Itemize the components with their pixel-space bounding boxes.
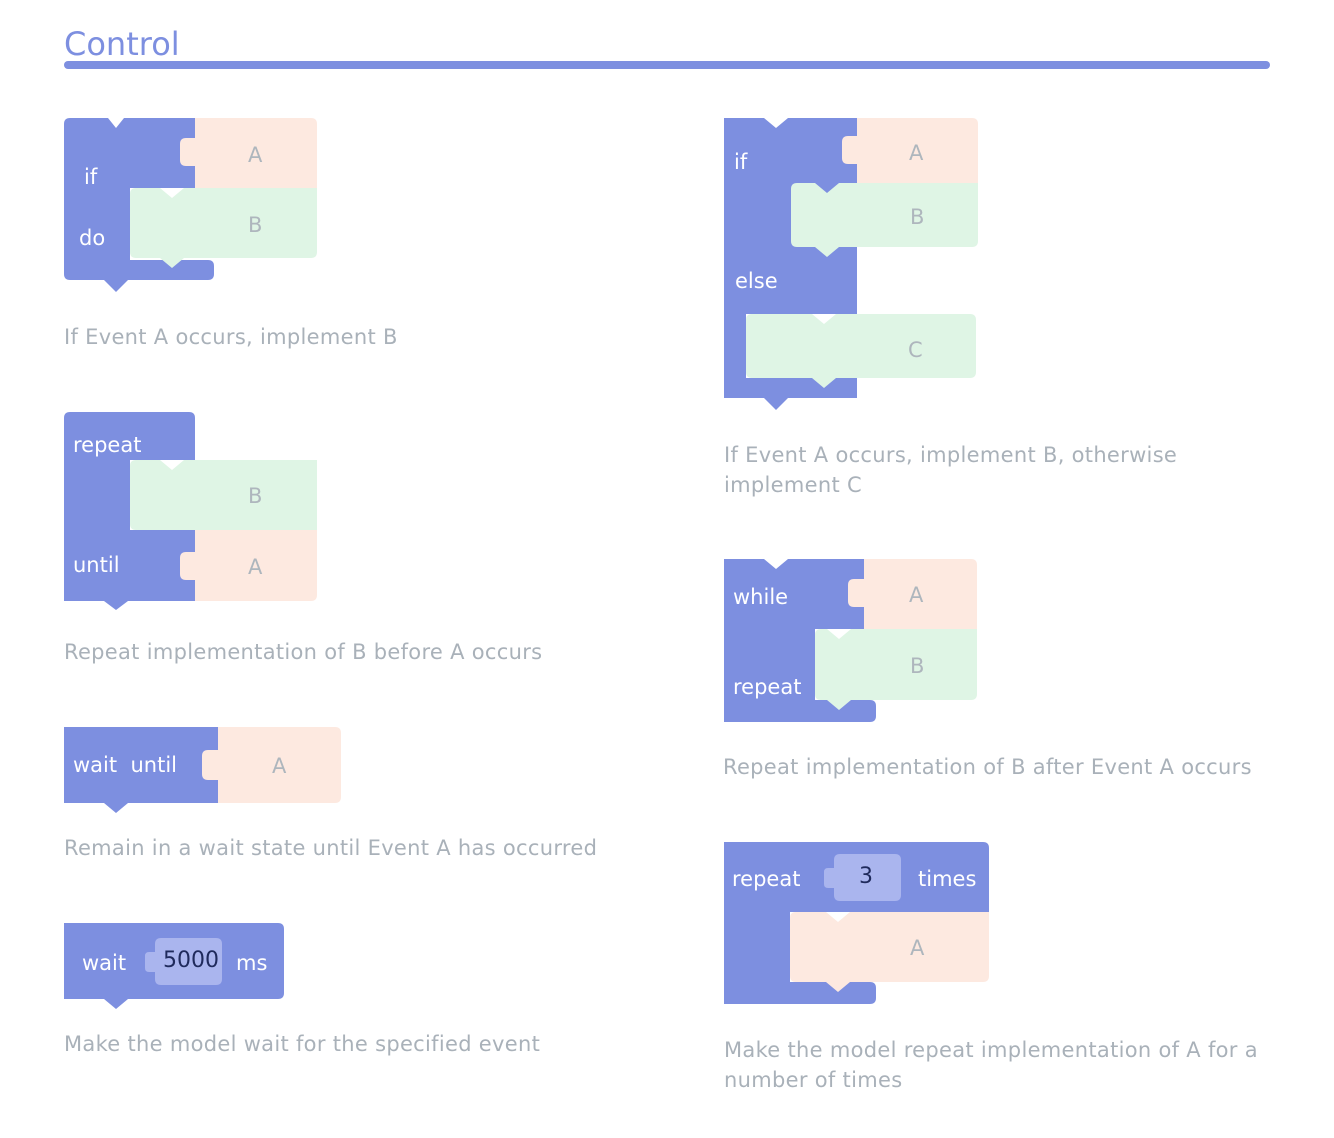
statement-slot-c-label: C (908, 338, 923, 362)
while-repeat-caption: Repeat implementation of B after Event A… (723, 755, 1252, 779)
duration-value-field[interactable]: 5000 (163, 948, 219, 973)
repeat-times-caption-line1: Make the model repeat implementation of … (724, 1038, 1258, 1062)
if-do-block-shape (64, 118, 214, 292)
until-keyword: until (73, 553, 120, 577)
repeat-until-caption: Repeat implementation of B before A occu… (64, 640, 543, 664)
repeat-keyword: repeat (73, 433, 142, 457)
statement-slot-label: B (248, 213, 263, 237)
statement-slot-shape (815, 629, 977, 710)
if-keyword: if (84, 165, 98, 189)
statement-slot-label: B (248, 484, 263, 508)
condition-slot-label: A (909, 583, 924, 607)
statement-slot-shape (130, 188, 317, 268)
wait-ms-caption: Make the model wait for the specified ev… (64, 1032, 541, 1056)
ms-keyword: ms (236, 951, 268, 975)
condition-slot-label: A (248, 555, 263, 579)
condition-slot-label: A (248, 143, 263, 167)
times-keyword: times (918, 867, 977, 891)
statement-slot-c-shape (746, 314, 976, 388)
wait-keyword: wait (82, 951, 127, 975)
statement-slot-shape (130, 460, 317, 530)
repeat-keyword: repeat (733, 675, 802, 699)
section-title: Control (64, 25, 180, 63)
if-do-caption: If Event A occurs, implement B (64, 325, 398, 349)
statement-slot-shape (790, 912, 989, 992)
if-keyword: if (734, 150, 748, 174)
statement-slot-label: B (910, 654, 925, 678)
repeat-keyword: repeat (732, 867, 801, 891)
while-keyword: while (733, 585, 789, 609)
statement-slot-b-shape (791, 183, 978, 257)
repeat-times-caption-line2: number of times (724, 1068, 903, 1092)
condition-slot-label: A (909, 141, 924, 165)
else-keyword: else (735, 269, 778, 293)
if-else-caption-line2: implement C (724, 473, 862, 497)
section-title-underline (64, 61, 1270, 69)
wait-until-caption: Remain in a wait state until Event A has… (64, 836, 598, 860)
if-else-caption-line1: If Event A occurs, implement B, otherwis… (724, 443, 1178, 467)
condition-slot-label: A (272, 754, 287, 778)
do-keyword: do (79, 226, 106, 250)
repeat-count-field[interactable]: 3 (859, 864, 873, 889)
statement-slot-b-label: B (910, 205, 925, 229)
wait-until-keyword: wait until (73, 753, 177, 777)
statement-slot-label: A (910, 936, 925, 960)
